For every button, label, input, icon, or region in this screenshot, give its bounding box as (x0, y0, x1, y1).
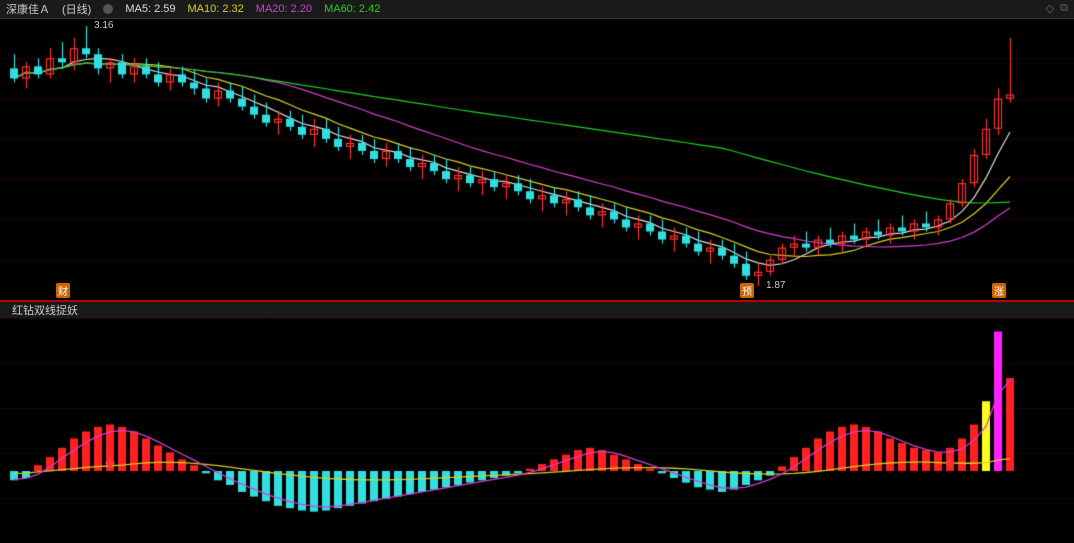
high-price-label: 3.16 (94, 20, 113, 31)
ma10-label: MA10: 2.32 (188, 3, 244, 15)
header-controls: ◇ ⧉ (1046, 2, 1068, 15)
ma60-label: MA60: 2.42 (324, 3, 380, 15)
stock-name: 深康佳Ａ (6, 1, 50, 17)
diamond-icon[interactable]: ◇ (1046, 2, 1054, 15)
badge-yu: 预 (740, 283, 754, 298)
main-chart-panel[interactable]: 财 预 涨 3.16 1.87 (0, 18, 1074, 300)
period-label: (日线) (62, 1, 91, 17)
indicator-header: 红钻双线捉妖 (0, 302, 1074, 318)
badge-cai: 财 (56, 283, 70, 298)
window-icon[interactable]: ⧉ (1060, 2, 1068, 15)
ma5-label: MA5: 2.59 (125, 3, 175, 15)
ma20-label: MA20: 2.20 (256, 3, 312, 15)
indicator-name: 红钻双线捉妖 (12, 302, 78, 318)
chart-header: 深康佳Ａ (日线) MA5: 2.59 MA10: 2.32 MA20: 2.2… (0, 0, 1074, 19)
indicator-panel[interactable] (0, 318, 1074, 543)
low-price-label: 1.87 (766, 280, 785, 291)
toggle-dot[interactable] (103, 4, 113, 14)
badge-zhang: 涨 (992, 283, 1006, 298)
